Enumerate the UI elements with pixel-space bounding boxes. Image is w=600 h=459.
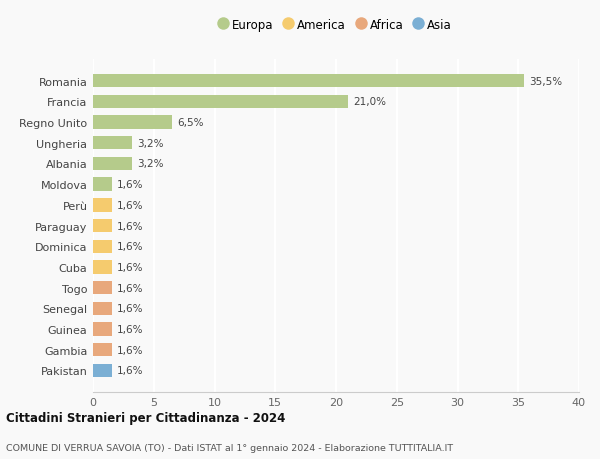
Text: 1,6%: 1,6% [118, 304, 144, 313]
Text: 1,6%: 1,6% [118, 201, 144, 210]
Text: 1,6%: 1,6% [118, 345, 144, 355]
Text: 1,6%: 1,6% [118, 221, 144, 231]
Bar [93, 302, 112, 315]
Bar [93, 281, 112, 295]
Text: 1,6%: 1,6% [118, 325, 144, 334]
Text: Cittadini Stranieri per Cittadinanza - 2024: Cittadini Stranieri per Cittadinanza - 2… [6, 412, 286, 425]
Bar [93, 137, 132, 150]
Bar [93, 343, 112, 357]
Bar [93, 219, 112, 233]
Text: 1,6%: 1,6% [118, 263, 144, 272]
Text: 1,6%: 1,6% [118, 180, 144, 190]
Text: 21,0%: 21,0% [353, 97, 386, 107]
Text: 3,2%: 3,2% [137, 159, 163, 169]
Text: COMUNE DI VERRUA SAVOIA (TO) - Dati ISTAT al 1° gennaio 2024 - Elaborazione TUTT: COMUNE DI VERRUA SAVOIA (TO) - Dati ISTA… [6, 443, 453, 452]
Bar [93, 157, 132, 171]
Bar [93, 75, 524, 88]
Legend: Europa, America, Africa, Asia: Europa, America, Africa, Asia [220, 19, 452, 32]
Text: 1,6%: 1,6% [118, 283, 144, 293]
Text: 1,6%: 1,6% [118, 242, 144, 252]
Bar [93, 116, 172, 129]
Bar [93, 323, 112, 336]
Text: 35,5%: 35,5% [529, 77, 562, 86]
Bar [93, 199, 112, 212]
Text: 6,5%: 6,5% [177, 118, 203, 128]
Text: 3,2%: 3,2% [137, 139, 163, 148]
Bar [93, 95, 348, 109]
Bar [93, 178, 112, 191]
Text: 1,6%: 1,6% [118, 366, 144, 375]
Bar [93, 240, 112, 253]
Bar [93, 261, 112, 274]
Bar [93, 364, 112, 377]
